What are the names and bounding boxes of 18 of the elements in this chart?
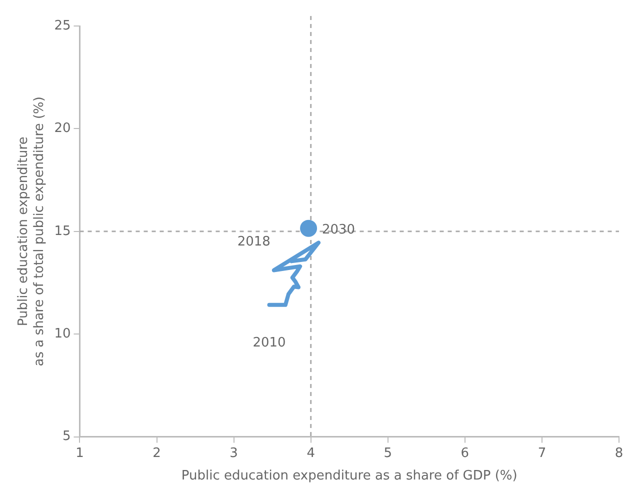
x-tick-label: 8 bbox=[614, 446, 624, 461]
x-tick-label: 7 bbox=[538, 446, 546, 461]
x-tick-label: 2 bbox=[152, 446, 161, 461]
y-tick-label: 5 bbox=[62, 429, 71, 444]
annotation: 2018 bbox=[237, 234, 270, 250]
x-tick-label: 1 bbox=[76, 446, 84, 461]
x-axis-title: Public education expenditure as a share of GDP (%) bbox=[181, 468, 518, 484]
x-tick-label: 5 bbox=[384, 446, 392, 461]
annotation: 2030 bbox=[322, 222, 356, 238]
x-tick-label: 4 bbox=[306, 446, 315, 461]
y-axis-title: Public education expenditure as a share of total public expenditure (%) bbox=[16, 96, 47, 366]
x-tick-label: 3 bbox=[230, 446, 238, 461]
y-tick-label: 15 bbox=[54, 224, 71, 239]
y-tick-label: 10 bbox=[54, 326, 71, 342]
y-tick-label: 20 bbox=[54, 121, 71, 136]
x-tick-label: 6 bbox=[460, 446, 470, 461]
y-tick-label: 25 bbox=[54, 18, 71, 34]
annotation: 2010 bbox=[252, 335, 286, 350]
